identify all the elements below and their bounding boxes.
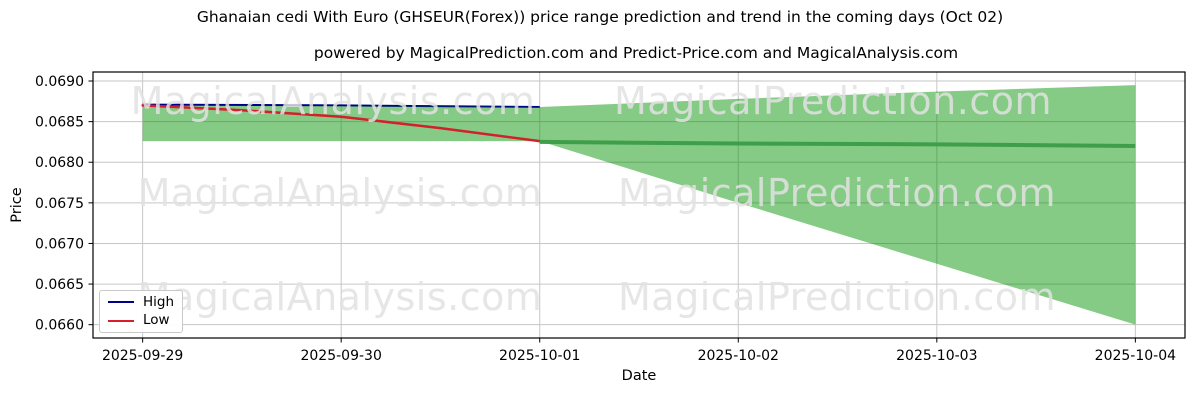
legend-item-high: High <box>108 293 175 310</box>
x-tick-label: 2025-10-03 <box>896 348 977 364</box>
legend-item-low: Low <box>108 312 174 328</box>
x-tick-label: 2025-10-04 <box>1095 348 1176 364</box>
y-axis-label: Price <box>9 187 25 223</box>
y-tick-label: 0.0660 <box>35 318 84 334</box>
y-tick-label: 0.0670 <box>35 236 84 252</box>
y-tick-label: 0.0680 <box>35 155 84 171</box>
series-high-line <box>142 103 540 109</box>
chart-title: Ghanaian cedi With Euro (GHSEUR(Forex)) … <box>196 8 1004 26</box>
series-trend-line <box>539 139 1136 148</box>
low-line-swatch <box>108 319 134 322</box>
x-tick-label: 2025-10-01 <box>499 348 580 364</box>
x-tick-label: 2025-09-29 <box>102 348 183 364</box>
x-tick-label: 2025-10-02 <box>698 348 779 364</box>
y-tick-label: 0.0685 <box>35 115 84 131</box>
prediction-band <box>142 85 1136 325</box>
legend: High Low <box>99 290 183 333</box>
x-tick-label: 2025-09-30 <box>300 348 381 364</box>
y-tick-label: 0.0690 <box>35 74 84 90</box>
x-axis-label: Date <box>621 368 657 384</box>
series-low-line <box>141 104 541 143</box>
y-tick-label: 0.0665 <box>35 277 84 293</box>
y-tick-label: 0.0675 <box>35 196 84 212</box>
legend-label-low: Low <box>143 312 170 328</box>
plot-border <box>92 71 1186 339</box>
chart-subtitle: powered by MagicalPrediction.com and Pre… <box>313 44 959 62</box>
high-line-swatch <box>108 301 134 304</box>
legend-label-high: High <box>143 293 175 310</box>
